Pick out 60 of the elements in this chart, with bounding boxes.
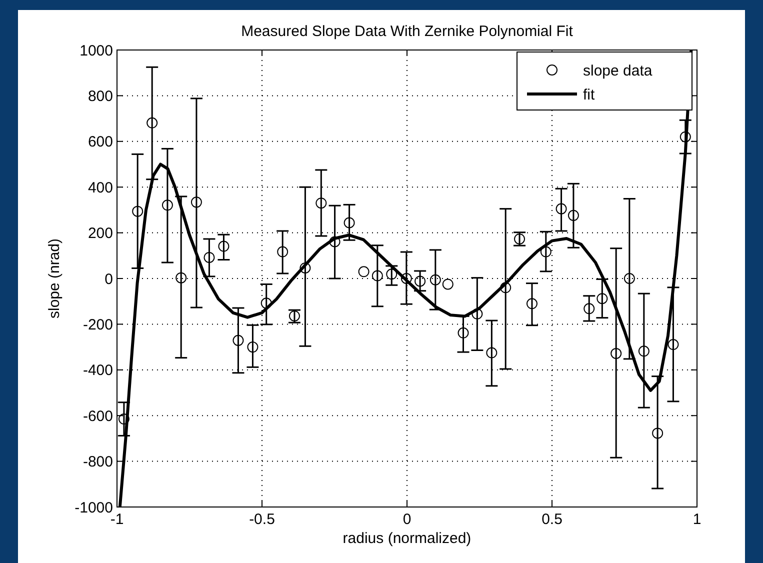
point	[596, 293, 608, 304]
x-tick-label: 0	[402, 511, 412, 528]
point	[556, 203, 567, 214]
point	[277, 246, 288, 258]
point	[680, 131, 691, 142]
y-tick-label: -400	[82, 362, 113, 380]
y-tick-label: -800	[82, 454, 113, 471]
point	[300, 262, 311, 274]
y-tick-label: -600	[82, 408, 113, 425]
point	[162, 200, 173, 211]
point	[132, 206, 144, 217]
point	[458, 327, 469, 338]
point	[472, 308, 483, 320]
point	[584, 303, 595, 314]
y-tick-label: -200	[82, 316, 113, 334]
point	[540, 246, 552, 258]
legend-label: fit	[583, 86, 596, 104]
y-tick-label: 1000	[80, 42, 113, 60]
point	[232, 334, 244, 346]
y-tick-label: 600	[88, 134, 113, 151]
x-axis-title: radius (normalized)	[342, 530, 472, 547]
point	[668, 339, 679, 350]
x-tick-label: -0.5	[249, 511, 275, 528]
legend-label: slope data	[583, 62, 653, 80]
point	[414, 276, 426, 287]
point	[386, 268, 398, 280]
y-tick-label: 800	[88, 88, 113, 105]
point	[652, 428, 664, 439]
point	[146, 117, 158, 128]
y-tick-label: 400	[88, 179, 113, 196]
x-tick-label: 0.5	[542, 511, 562, 528]
point	[247, 342, 258, 353]
point	[526, 298, 538, 310]
point	[624, 273, 635, 284]
point	[372, 270, 383, 282]
point	[486, 347, 498, 358]
y-axis-title: slope (nrad)	[46, 238, 63, 319]
point	[329, 236, 340, 248]
point	[442, 278, 454, 290]
point	[638, 346, 650, 357]
point	[430, 274, 441, 286]
point	[358, 266, 370, 278]
point	[176, 272, 187, 284]
point	[610, 348, 622, 359]
point	[204, 252, 215, 263]
y-tick-label: -1000	[74, 499, 113, 516]
point	[400, 273, 412, 284]
point	[500, 282, 512, 294]
point	[218, 240, 230, 252]
point	[316, 198, 327, 209]
point	[190, 196, 202, 208]
point	[344, 217, 355, 228]
point	[260, 298, 272, 309]
point	[568, 210, 579, 221]
point	[118, 414, 130, 425]
y-tick-label: 200	[88, 225, 113, 242]
x-tick-label: -1	[110, 511, 124, 528]
chart-title: Measured Slope Data With Zernike Polynomial Fit	[241, 23, 574, 40]
y-tick-label: 0	[104, 270, 113, 288]
x-tick-label: 1	[692, 511, 702, 528]
